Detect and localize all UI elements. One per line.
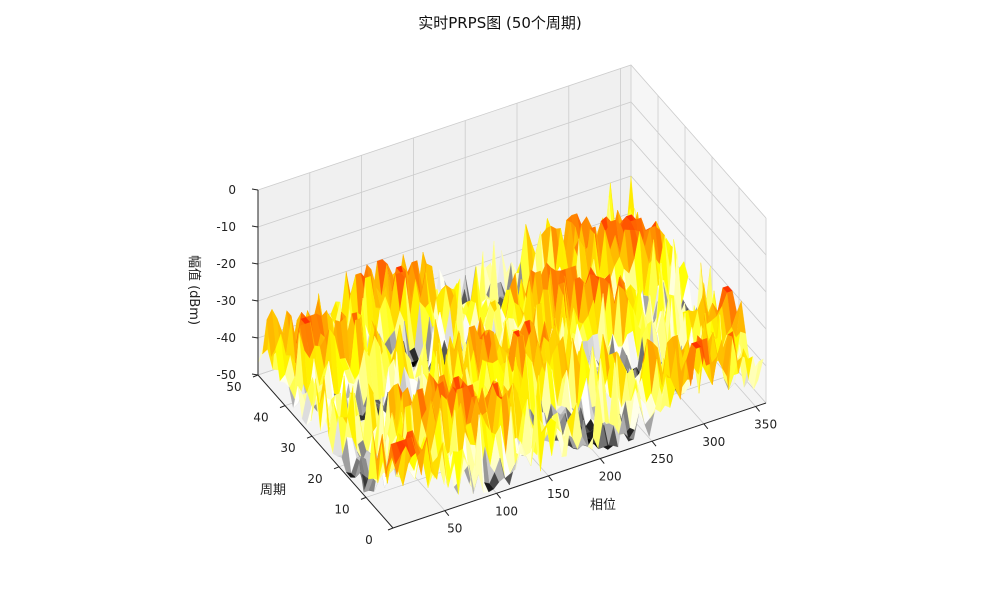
y-tick-label: 30 — [280, 441, 295, 455]
x-tick-label: 50 — [447, 522, 462, 536]
z-tick-mark — [251, 262, 259, 265]
grid-line-amplitude — [257, 101, 767, 256]
x-tick-mark — [651, 440, 657, 447]
y-tick-mark — [387, 527, 394, 531]
y-axis-title: 周期 — [260, 483, 286, 498]
y-tick-label: 20 — [307, 472, 322, 486]
z-axis-title: 幅值 (dBm) — [186, 255, 202, 325]
x-tick-mark — [548, 475, 553, 482]
z-tick-label: 0 — [228, 183, 236, 197]
y-axis-line — [257, 374, 394, 529]
y-tick-label: 40 — [253, 411, 268, 425]
prps-surface — [257, 175, 764, 495]
tick-labels: 50 100 150 200 250 300 350 0 10 20 30 40 50 0 -10 -20 -3… — [216, 183, 777, 547]
x-axis-title: 相位 — [590, 498, 616, 513]
x-tick-mark — [703, 423, 709, 430]
z-tick-mark — [251, 225, 259, 228]
y-tick-mark — [360, 496, 367, 500]
surface-cell — [753, 358, 764, 390]
axis-lines — [251, 188, 767, 531]
x-tick-mark — [444, 510, 450, 516]
z-tick-mark — [251, 373, 259, 376]
x-tick-mark — [599, 458, 605, 464]
z-tick-label: -30 — [216, 294, 236, 308]
z-tick-mark — [251, 188, 259, 191]
z-tick-label: -40 — [216, 331, 236, 345]
grid-line-amplitude — [257, 64, 767, 219]
z-tick-mark — [251, 299, 259, 302]
x-tick-label: 350 — [754, 417, 777, 431]
grid-line-amplitude — [257, 138, 767, 293]
y-tick-mark — [306, 435, 313, 439]
z-tick-label: -20 — [216, 257, 236, 271]
y-tick-label: 10 — [334, 502, 349, 516]
x-tick-label: 250 — [651, 452, 674, 466]
z-tick-label: -50 — [216, 368, 236, 382]
chart-title: 实时PRPS图 (50个周期) — [418, 14, 582, 32]
y-tick-mark — [333, 466, 340, 470]
z-tick-mark — [251, 336, 259, 339]
x-tick-mark — [496, 492, 502, 499]
y-tick-label: 0 — [365, 533, 373, 547]
x-tick-label: 100 — [495, 504, 518, 518]
x-tick-mark — [755, 406, 761, 412]
x-tick-label: 200 — [599, 470, 622, 484]
y-tick-mark — [279, 405, 286, 409]
z-tick-label: -10 — [216, 220, 236, 234]
x-tick-label: 300 — [702, 435, 725, 449]
y-tick-label: 50 — [226, 380, 241, 394]
x-tick-label: 150 — [547, 487, 570, 501]
